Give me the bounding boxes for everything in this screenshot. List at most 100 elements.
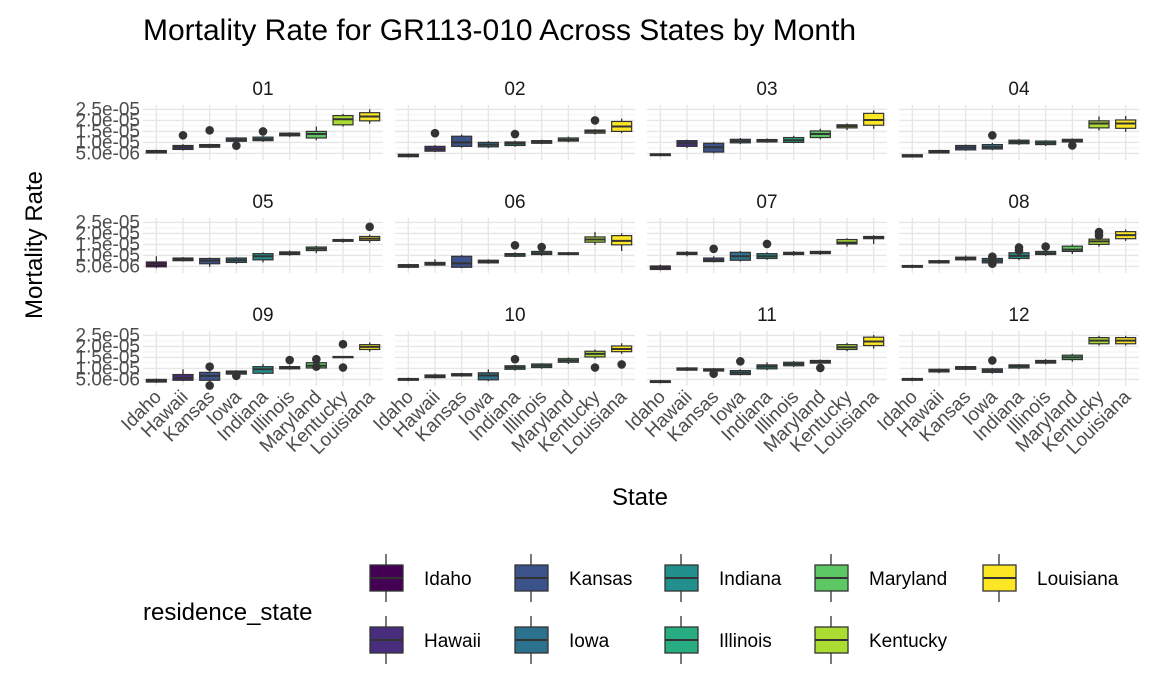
y-tick-label: 2.0e-05 — [76, 110, 140, 131]
box-illinois — [531, 242, 553, 256]
facet-panel-09: 092.5e-052.0e-051.5e-051.0e-055.0e-06Ida… — [76, 305, 383, 459]
outlier-point — [762, 239, 772, 249]
box-indiana — [252, 364, 274, 375]
box-iowa — [225, 137, 247, 150]
box-iowa — [729, 138, 751, 145]
outlier-point — [709, 369, 718, 378]
outlier-point — [1014, 246, 1024, 255]
box-illinois — [1035, 140, 1057, 146]
facet-strip-label: 02 — [504, 79, 525, 100]
legend-label: Indiana — [719, 569, 782, 590]
legend-item-hawaii: Hawaii — [369, 616, 481, 664]
facet-strip-label: 06 — [504, 192, 525, 213]
box-illinois — [1035, 359, 1057, 365]
box-louisiana — [359, 109, 381, 124]
box-idaho — [145, 149, 167, 154]
box-body — [451, 135, 473, 147]
legend-label: Louisiana — [1037, 569, 1119, 590]
box-hawaii — [424, 259, 446, 266]
box-iowa — [729, 251, 751, 262]
box-illinois — [531, 363, 553, 369]
outlier-point — [816, 363, 825, 373]
box-louisiana — [359, 222, 381, 243]
box-louisiana — [611, 118, 633, 134]
facet-panel-06: 06 — [395, 192, 635, 273]
outlier-point — [338, 363, 348, 372]
box-idaho — [901, 154, 923, 158]
box-kentucky — [584, 232, 606, 245]
box-indiana — [504, 354, 526, 371]
box-idaho — [397, 263, 419, 269]
y-tick-label: 2.0e-05 — [76, 336, 140, 357]
outlier-point — [590, 116, 600, 125]
box-kansas — [955, 144, 977, 151]
legend-label: Maryland — [869, 569, 947, 590]
box-maryland — [557, 357, 579, 364]
outlier-point — [736, 357, 745, 366]
box-hawaii — [676, 367, 698, 372]
box-indiana — [1008, 138, 1030, 146]
box-maryland — [809, 359, 831, 373]
facet-strip-label: 10 — [504, 305, 525, 326]
y-tick-label: 2.5e-05 — [76, 325, 140, 346]
outlier-point — [988, 252, 997, 262]
box-indiana — [756, 239, 778, 260]
legend-title: residence_state — [143, 599, 312, 626]
box-kansas — [451, 134, 473, 148]
y-tick-label: 5.0e-06 — [76, 256, 140, 277]
facet-panel-03: 03 — [647, 79, 887, 160]
box-maryland — [305, 126, 327, 141]
box-illinois — [279, 250, 301, 256]
box-kentucky — [1088, 116, 1110, 131]
outlier-point — [510, 354, 520, 364]
box-idaho — [397, 377, 419, 382]
box-indiana — [756, 362, 778, 371]
box-louisiana — [863, 334, 885, 349]
box-idaho — [145, 378, 167, 383]
y-tick-label: 2.5e-05 — [76, 99, 140, 120]
outlier-point — [258, 127, 268, 136]
box-kansas — [451, 372, 473, 377]
box-maryland — [1061, 138, 1083, 150]
box-maryland — [1061, 244, 1083, 255]
box-illinois — [1035, 242, 1057, 256]
box-indiana — [756, 138, 778, 143]
outlier-point — [232, 141, 241, 150]
facet-strip-label: 12 — [1008, 305, 1029, 326]
box-kansas — [199, 362, 221, 390]
box-maryland — [1061, 353, 1083, 362]
outlier-point — [312, 362, 321, 371]
facet-panel-11: 11IdahoHawaiiKansasIowaIndianaIllinoisMa… — [621, 305, 887, 459]
box-louisiana — [611, 233, 633, 251]
box-iowa — [981, 252, 1003, 269]
box-kansas — [955, 255, 977, 262]
box-iowa — [225, 257, 247, 264]
box-idaho — [649, 264, 671, 271]
y-tick-label: 2.5e-05 — [76, 212, 140, 233]
box-illinois — [279, 355, 301, 370]
legend-item-maryland: Maryland — [814, 554, 947, 602]
box-iowa — [477, 141, 499, 149]
outlier-point — [205, 381, 214, 390]
outlier-point — [430, 128, 440, 138]
box-hawaii — [928, 259, 950, 264]
box-idaho — [397, 153, 419, 158]
facet-strip-label: 01 — [252, 79, 273, 100]
box-iowa — [477, 259, 499, 264]
box-illinois — [531, 139, 553, 145]
outlier-point — [988, 259, 997, 269]
box-illinois — [783, 360, 805, 368]
x-axis-title: State — [612, 484, 668, 511]
box-kentucky — [584, 116, 606, 135]
box-kentucky — [332, 339, 354, 372]
box-hawaii — [172, 369, 194, 382]
outlier-point — [205, 126, 214, 135]
box-hawaii — [424, 128, 446, 153]
legend-item-iowa: Iowa — [514, 616, 610, 664]
box-louisiana — [611, 343, 633, 369]
box-idaho — [901, 377, 923, 382]
outlier-point — [709, 244, 718, 254]
chart-title: Mortality Rate for GR113-010 Across Stat… — [143, 14, 856, 47]
